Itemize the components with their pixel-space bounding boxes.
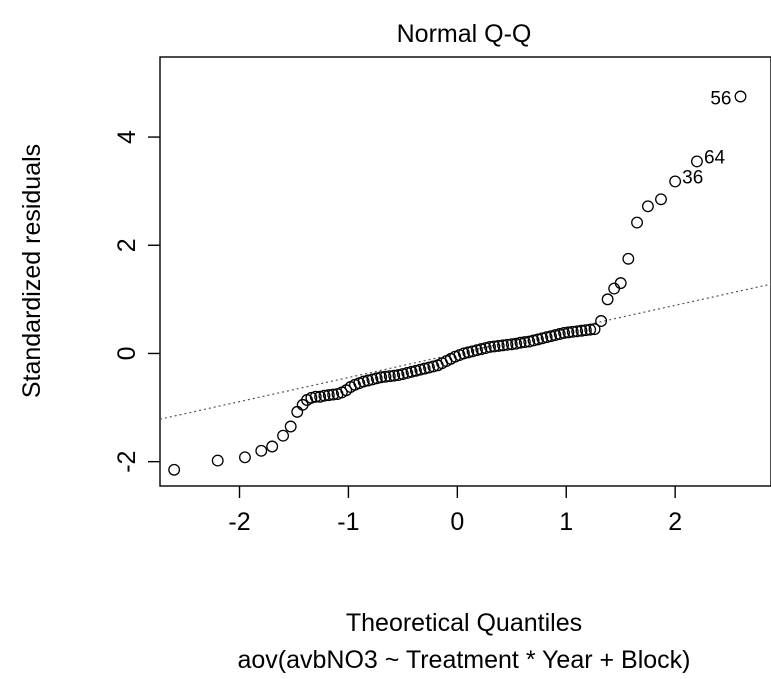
data-point [305,391,318,404]
chart-subtitle: aov(avbNO3 ~ Treatment * Year + Block) [237,646,690,674]
data-point [562,326,575,339]
point-label: 56 [710,88,731,109]
data-point [622,252,635,265]
data-point [514,336,527,349]
point-label: 36 [682,167,703,188]
data-point [327,388,340,401]
y-axis-label: Standardized residuals [18,144,46,398]
reference-line-layer [159,283,771,420]
data-point [366,373,379,386]
data-point [492,339,505,352]
data-point [457,347,470,360]
data-point [595,315,608,327]
data-point [641,200,654,213]
data-point [423,361,435,374]
y-tick-label: 0 [113,347,141,361]
x-tick-label: 0 [450,508,464,536]
y-tick-label: 4 [113,130,141,144]
data-point [549,329,562,342]
data-point [405,365,418,378]
data-point [362,374,374,387]
data-point [266,440,279,453]
y-tick-label: 2 [113,238,141,252]
data-point [239,451,251,464]
data-point [734,90,747,103]
data-point [479,342,492,354]
data-point [470,344,483,357]
data-point [462,346,475,359]
data-point [291,405,304,418]
x-tick-label: 2 [668,508,682,536]
data-point [601,293,614,306]
data-point [396,368,409,380]
point-label: 64 [704,147,726,168]
data-point [505,338,518,351]
data-point [284,420,297,433]
data-point [531,333,544,346]
data-point [545,330,557,343]
data-point [523,335,536,348]
data-point [383,370,396,383]
data-point [588,323,601,336]
plot-box [159,56,771,487]
data-point [255,444,268,457]
data-point [388,369,401,382]
data-point [501,338,514,351]
data-point [401,366,414,379]
data-point [558,326,571,339]
x-tick-label: -1 [337,508,359,536]
data-point [277,429,290,442]
data-point [379,370,392,383]
data-point [484,341,496,353]
data-point [314,390,327,403]
reference-line [159,283,771,420]
x-axis: -2 -1 0 1 2 [228,486,682,536]
data-point [527,334,540,347]
chart-title: Normal Q-Q [397,20,532,48]
y-axis: -2 0 2 4 [113,130,160,473]
data-point [370,372,383,385]
data-point [466,345,479,358]
data-point [655,193,667,206]
data-point [322,389,335,402]
data-point [540,331,553,344]
y-tick-label: -2 [113,451,141,473]
data-point [553,328,566,340]
data-point [518,336,531,349]
data-point [584,323,597,336]
data-point [418,362,431,375]
data-point [392,369,405,382]
data-point [357,375,370,388]
data-point [571,325,584,338]
data-point [309,390,322,403]
data-points [168,90,747,476]
data-point [575,324,588,337]
x-axis-label: Theoretical Quantiles [346,609,582,637]
data-point [510,337,523,350]
data-point [579,324,592,337]
x-tick-label: -2 [228,508,250,536]
data-point [375,371,388,384]
x-tick-label: 1 [559,508,573,536]
data-point [536,332,549,345]
data-point [168,463,181,476]
data-point [211,454,224,467]
data-point [414,363,427,376]
data-point [608,282,621,295]
data-point [497,339,510,352]
data-point [631,216,643,229]
data-point [566,325,579,338]
data-point [409,364,422,377]
data-point [318,389,331,402]
data-point [669,175,682,188]
data-point [475,343,488,356]
data-point [690,155,703,168]
data-point [488,340,501,353]
data-point [614,277,627,290]
